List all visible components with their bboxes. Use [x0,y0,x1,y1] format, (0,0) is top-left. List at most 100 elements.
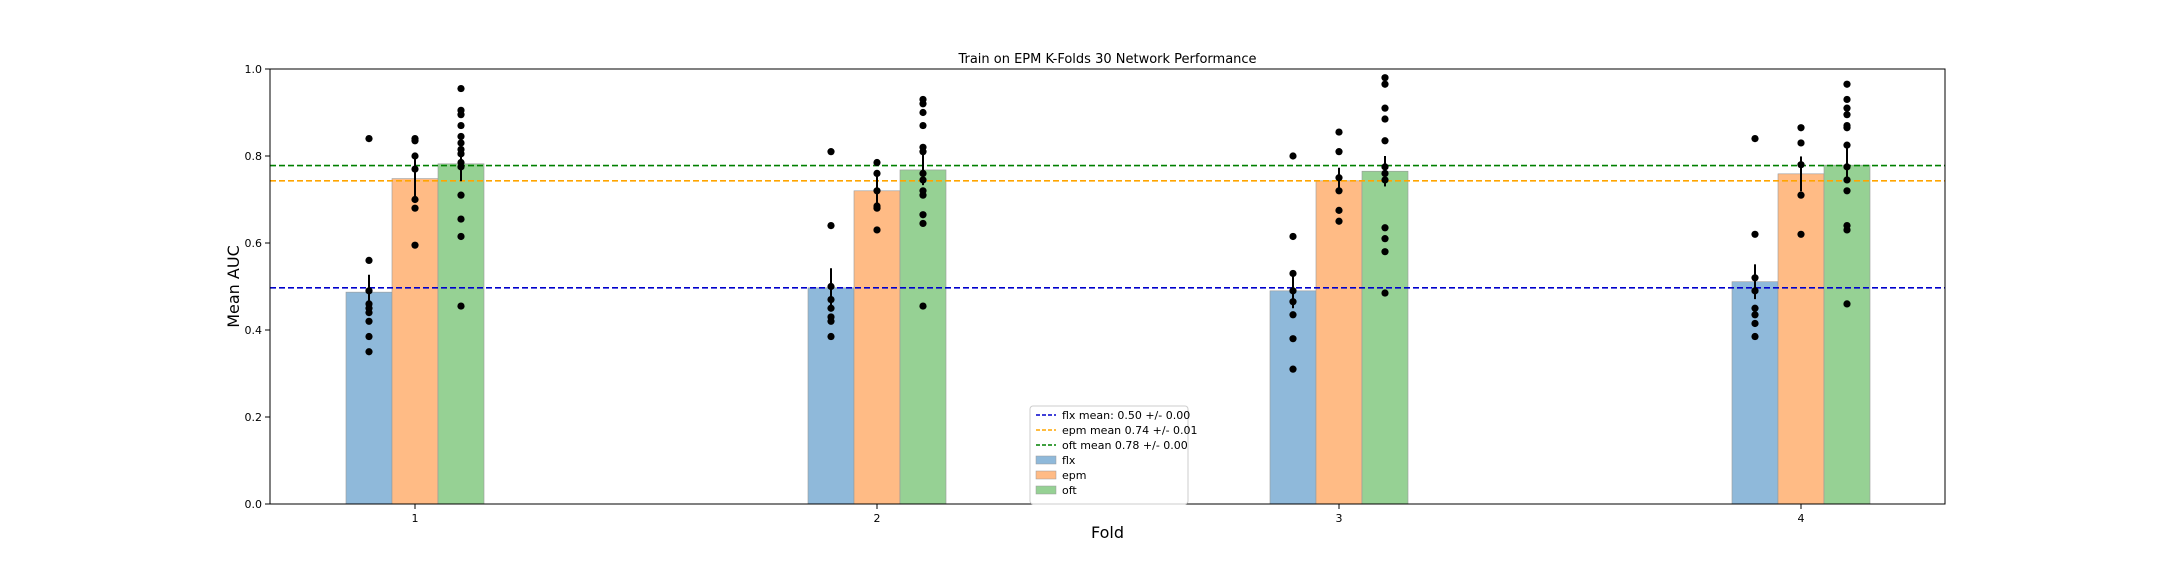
point-flx-fold-1-0 [365,135,373,143]
point-flx-fold-1-2 [365,287,373,295]
point-oft-fold-4-8 [1843,176,1851,184]
point-oft-fold-1-2 [457,111,465,119]
point-epm-fold-4-3 [1797,191,1805,199]
point-flx-fold-2-7 [827,332,835,341]
legend-box [1029,405,1189,505]
point-flx-fold-3-3 [1289,287,1297,295]
point-epm-fold-4-4 [1797,230,1805,238]
y-tick-label-5: 1.0 [245,63,263,76]
point-oft-fold-1-5 [457,139,465,147]
y-tick-label-4: 0.8 [245,150,263,163]
point-flx-fold-4-2 [1751,274,1759,282]
legend: flx mean: 0.50 +/- 0.00 epm mean 0.74 +/-… [1029,405,1198,505]
point-epm-fold-4-1 [1797,139,1805,147]
point-epm-fold-2-4 [873,204,881,212]
point-flx-fold-4-6 [1751,319,1759,328]
y-tick-label-2: 0.4 [245,324,263,337]
point-oft-fold-1-11 [457,215,465,223]
point-oft-fold-4-7 [1843,163,1851,171]
legend-label-epm: epm [1062,469,1086,482]
point-oft-fold-4-9 [1843,187,1851,195]
point-flx-fold-3-0 [1289,152,1297,160]
point-flx-fold-1-1 [365,256,373,264]
x-tick-label-0: 1 [412,512,419,525]
point-flx-fold-1-7 [365,332,373,341]
point-epm-fold-3-1 [1335,148,1343,156]
point-epm-fold-3-0 [1335,128,1343,136]
point-oft-fold-4-1 [1843,95,1851,104]
point-oft-fold-2-2 [919,108,927,117]
point-epm-fold-1-6 [411,241,419,249]
point-flx-fold-2-6 [827,317,835,325]
y-axis: 0.0 0.2 0.4 0.6 0.8 1.0 [245,63,270,511]
bar-epm-fold-3 [1315,180,1363,505]
point-oft-fold-3-10 [1381,248,1389,256]
bars-layer [345,163,1871,505]
reference-lines-layer [270,164,1945,289]
legend-swatch-oft [1035,485,1057,495]
point-oft-fold-1-0 [457,84,465,93]
point-flx-fold-3-2 [1289,269,1297,278]
point-flx-fold-2-2 [827,282,835,291]
legend-label-oft: oft [1062,484,1077,497]
point-flx-fold-4-3 [1751,287,1759,295]
point-flx-fold-1-5 [365,309,373,317]
legend-swatch-flx [1035,455,1057,465]
point-epm-fold-1-2 [411,152,419,160]
point-oft-fold-2-5 [919,148,927,156]
point-epm-fold-4-0 [1797,124,1805,132]
point-oft-fold-2-11 [919,219,927,228]
point-epm-fold-3-2 [1335,174,1343,182]
point-flx-fold-4-4 [1751,304,1759,312]
point-oft-fold-3-0 [1381,74,1389,82]
x-tick-label-3: 4 [1798,512,1805,525]
bar-oft-fold-1 [437,163,485,505]
bar-flx-fold-3 [1269,290,1317,505]
point-epm-fold-2-0 [873,158,881,167]
bar-oft-fold-4 [1823,164,1871,505]
chart-title: Train on EPM K-Folds 30 Network Performa… [957,52,1256,67]
point-epm-fold-4-2 [1797,161,1805,169]
point-flx-fold-4-7 [1751,332,1759,341]
point-oft-fold-3-9 [1381,235,1389,243]
x-axis: 1 2 3 4 [412,504,1805,525]
point-oft-fold-1-13 [457,302,465,310]
point-oft-fold-1-9 [457,163,465,171]
point-epm-fold-1-5 [411,204,419,212]
point-flx-fold-1-8 [365,348,373,356]
point-flx-fold-3-6 [1289,335,1297,343]
point-oft-fold-1-3 [457,121,465,130]
point-oft-fold-2-1 [919,100,927,108]
point-oft-fold-3-4 [1381,137,1389,145]
point-oft-fold-2-12 [919,302,927,310]
bar-flx-fold-4 [1731,281,1779,505]
point-oft-fold-4-3 [1843,111,1851,119]
point-epm-fold-2-2 [873,187,881,195]
y-axis-label: Mean AUC [224,245,243,328]
point-oft-fold-2-3 [919,121,927,130]
legend-label-reference-0: flx mean: 0.50 +/- 0.00 [1062,409,1190,422]
y-tick-label-0: 0.0 [245,498,263,511]
legend-label-flx: flx [1062,454,1076,467]
point-epm-fold-2-5 [873,226,881,234]
point-oft-fold-1-7 [457,150,465,158]
x-tick-label-2: 3 [1336,512,1343,525]
point-oft-fold-2-9 [919,191,927,199]
point-epm-fold-3-4 [1335,206,1343,214]
point-oft-fold-4-2 [1843,104,1851,112]
legend-swatch-epm [1035,470,1057,480]
point-flx-fold-4-0 [1751,135,1759,143]
points-layer [365,74,1851,373]
error-bars-layer [368,146,1848,310]
point-oft-fold-3-7 [1381,176,1389,184]
point-oft-fold-2-6 [919,169,927,177]
point-flx-fold-1-6 [365,317,373,325]
point-flx-fold-2-4 [827,304,835,312]
bar-epm-fold-2 [853,190,901,505]
point-oft-fold-2-7 [919,176,927,184]
point-oft-fold-3-6 [1381,169,1389,177]
legend-label-reference-2: oft mean 0.78 +/- 0.00 [1062,439,1188,452]
point-oft-fold-4-12 [1843,300,1851,308]
point-epm-fold-1-4 [411,195,419,204]
bar-epm-fold-4 [1777,173,1825,505]
